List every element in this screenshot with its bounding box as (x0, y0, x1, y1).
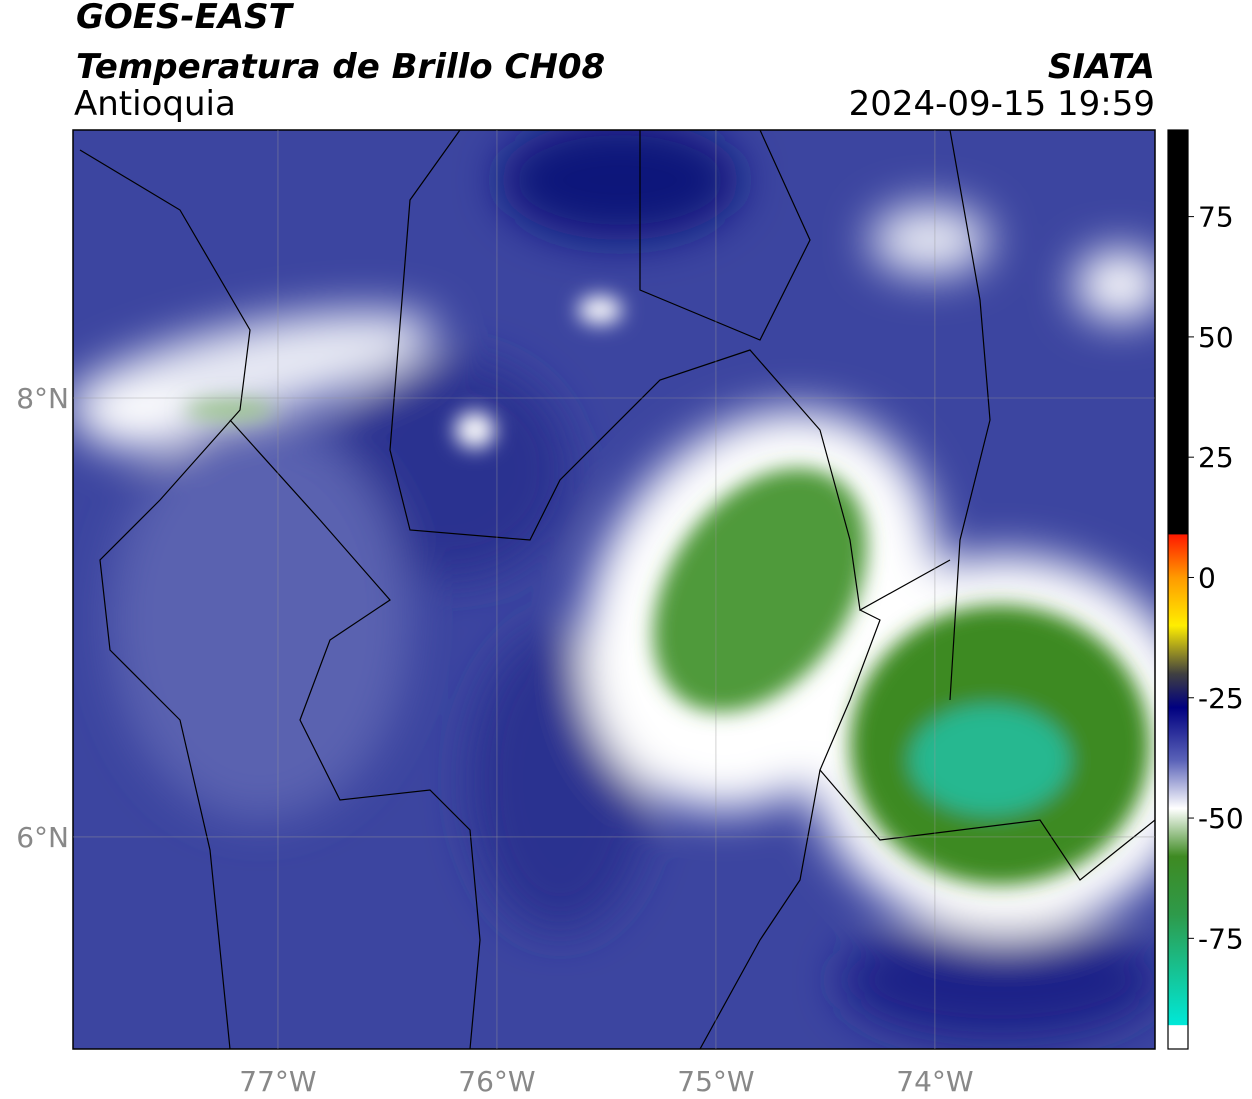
colorbar-tick-label: 25 (1198, 441, 1234, 474)
lon-tick-label: 75°W (677, 1065, 754, 1098)
colorbar-tick-label: 75 (1198, 201, 1234, 234)
map-frame (72, 129, 1156, 1050)
colorbar-tick-label: -75 (1198, 922, 1244, 955)
satellite: GOES-EAST (76, 0, 295, 37)
colorbar (1167, 129, 1189, 1050)
lon-tick-label: 77°W (239, 1065, 316, 1098)
lon-tick-label: 74°W (896, 1065, 973, 1098)
colorbar-tick-label: -25 (1198, 682, 1244, 715)
lat-tick-label: 6°N (16, 821, 69, 854)
colorbar-tick-label: 0 (1198, 561, 1216, 594)
colorbar-tick-label: 50 (1198, 321, 1234, 354)
lon-tick-label: 76°W (458, 1065, 535, 1098)
region: Antioquia (74, 84, 236, 124)
datetime: 2024-09-15 19:59 (849, 84, 1155, 124)
colorbar-tick-label: -50 (1198, 802, 1244, 835)
agency: SIATA (1048, 47, 1155, 87)
lat-tick-label: 8°N (16, 382, 69, 415)
satellite-image (73, 130, 1155, 1049)
product: Temperatura de Brillo CH08 (76, 47, 605, 87)
